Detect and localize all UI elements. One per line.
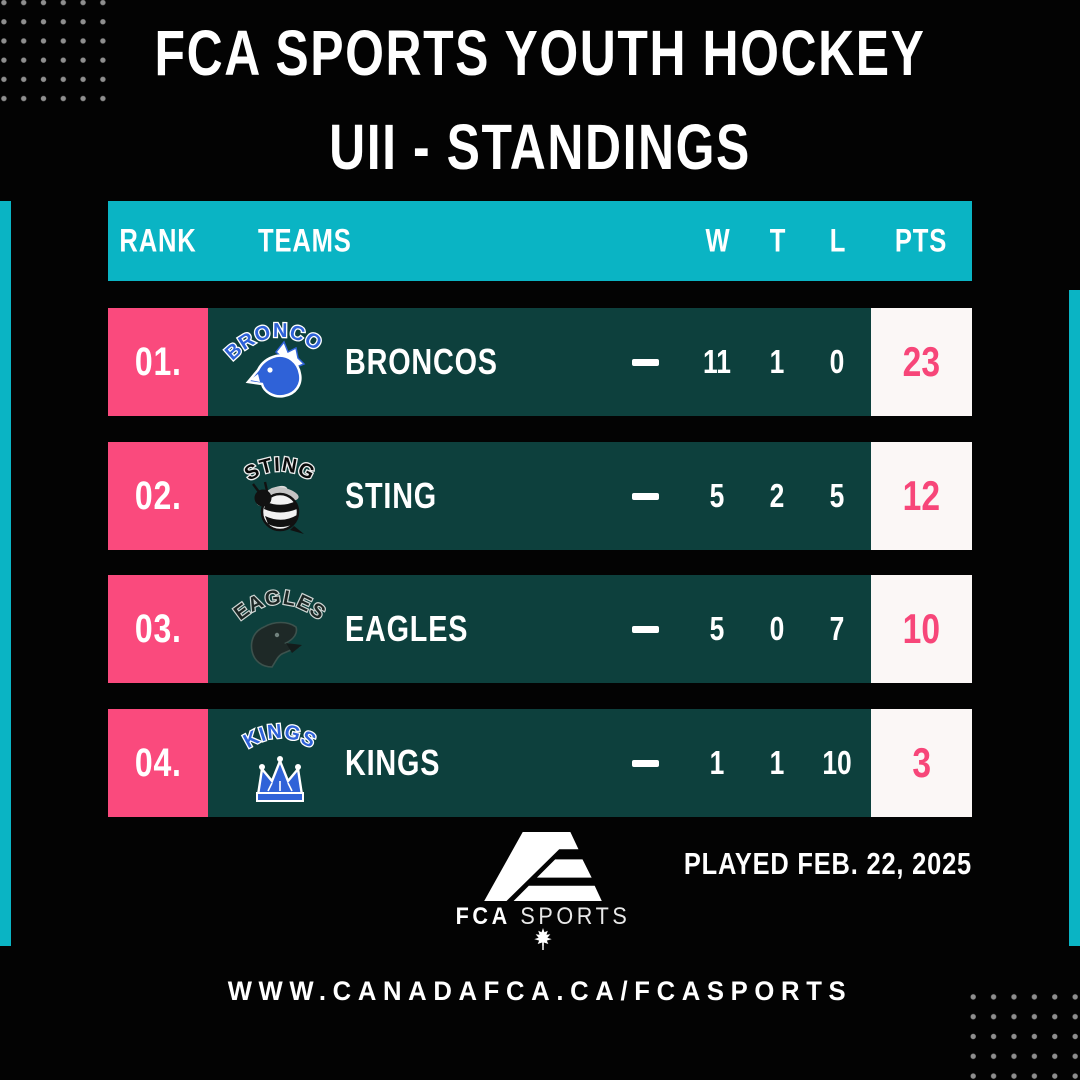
- losses-value: 7: [829, 610, 845, 647]
- played-date-label: PLAYED FEB. 22, 2025: [683, 846, 972, 881]
- losses-value: 5: [829, 477, 845, 514]
- brand-suffix: SPORTS: [520, 903, 631, 930]
- team-name: BRONCOS: [345, 341, 498, 382]
- wins-value: 5: [709, 477, 725, 514]
- teal-accent-strip-left: [0, 201, 11, 946]
- rank-badge: 03.: [108, 575, 208, 683]
- sting-logo-arc-text: STING: [240, 452, 319, 486]
- sting-hornet-logo: STING: [240, 452, 319, 534]
- rank-value: 02.: [134, 473, 182, 518]
- website-url: WWW.CANADAFCA.CA/FCASPORTS: [227, 976, 853, 1006]
- teal-accent-strip-right: [1069, 290, 1080, 946]
- rank-badge: 04.: [108, 709, 208, 817]
- poster-title: FCA SPORTS YOUTH HOCKEY: [154, 17, 926, 89]
- kings-crown-logo: KINGS: [239, 719, 320, 802]
- fca-triangle-logo: [484, 832, 602, 901]
- svg-text:EAGLES: EAGLES: [230, 586, 330, 624]
- rank-value: 04.: [134, 740, 182, 785]
- ties-value: 1: [769, 343, 785, 380]
- rank-value: 03.: [134, 606, 182, 651]
- poster-subtitle: UII - STANDINGS: [329, 111, 751, 183]
- team-cell: EAGLES EAGLES 5 0 7: [208, 575, 871, 683]
- maple-leaf-icon: [534, 928, 552, 950]
- header-ties: T: [769, 222, 787, 259]
- team-name: EAGLES: [345, 608, 469, 649]
- header-teams: TEAMS: [258, 222, 352, 259]
- dot-grid-top-left: [0, 0, 116, 111]
- eagles-logo-arc-text: EAGLES: [229, 585, 330, 626]
- dash-icon: [632, 492, 659, 500]
- points-value: 23: [902, 338, 941, 385]
- points-cell: 23: [871, 308, 972, 416]
- points-cell: 3: [871, 709, 972, 817]
- dot-grid-bottom-right: [963, 987, 1080, 1080]
- brand-wordmark: FCA SPORTS: [408, 903, 678, 931]
- team-cell: BRONCOS BRONCOS 11 1 0: [208, 308, 871, 416]
- dash-icon: [632, 625, 659, 633]
- rank-badge: 01.: [108, 308, 208, 416]
- losses-value: 10: [822, 744, 852, 781]
- eagles-eagle-logo: EAGLES: [229, 585, 330, 668]
- points-value: 12: [902, 472, 941, 519]
- header-points: PTS: [894, 222, 948, 259]
- svg-text:STING: STING: [241, 454, 319, 486]
- header-wins: W: [705, 222, 731, 259]
- ties-value: 1: [769, 744, 785, 781]
- team-name: KINGS: [345, 742, 441, 783]
- table-row: 01. BRONCOS BRONCOS 11 1 0 23: [108, 308, 972, 416]
- rank-badge: 02.: [108, 442, 208, 550]
- table-row: 02. STING STING 5 2 5: [108, 442, 972, 550]
- table-row: 04. KINGS KINGS 1 1 10 3: [108, 709, 972, 817]
- team-cell: KINGS KINGS 1 1 10: [208, 709, 871, 817]
- header-losses: L: [829, 222, 847, 259]
- ties-value: 2: [769, 477, 785, 514]
- points-value: 10: [902, 605, 941, 652]
- wins-value: 11: [703, 343, 731, 380]
- header-rank: RANK: [119, 222, 197, 259]
- dash-icon: [632, 759, 659, 767]
- kings-logo-arc-text: KINGS: [239, 719, 321, 754]
- points-cell: 12: [871, 442, 972, 550]
- rank-value: 01.: [134, 339, 182, 384]
- table-row: 03. EAGLES EAGLES 5 0 7 10: [108, 575, 972, 683]
- points-cell: 10: [871, 575, 972, 683]
- ties-value: 0: [769, 610, 785, 647]
- team-name: STING: [345, 475, 438, 516]
- svg-text:KINGS: KINGS: [240, 721, 320, 753]
- team-cell: STING STING 5 2 5: [208, 442, 871, 550]
- losses-value: 0: [829, 343, 845, 380]
- dash-icon: [632, 358, 659, 366]
- wins-value: 1: [709, 744, 725, 781]
- wins-value: 5: [709, 610, 725, 647]
- broncos-horse-logo: BRONCOS: [222, 310, 327, 398]
- brand-name: FCA: [455, 903, 511, 930]
- table-header-row: RANK TEAMS W T L PTS: [108, 201, 972, 281]
- points-value: 3: [912, 739, 931, 786]
